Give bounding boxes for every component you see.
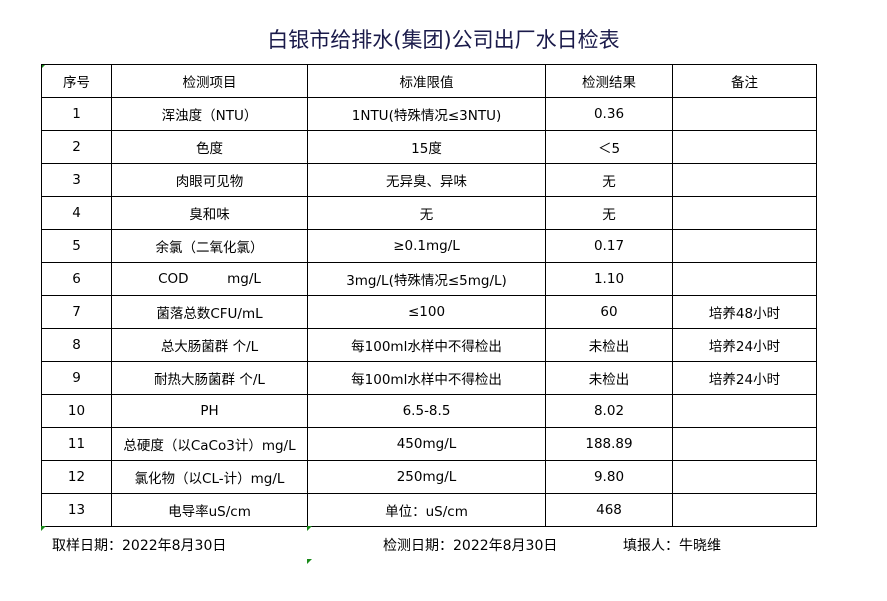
table-row: 9 耐热大肠菌群 个/L 每100ml水样中不得检出 未检出 培养24小时: [41, 361, 817, 395]
cell-marker: [307, 559, 312, 564]
cell-item[interactable]: 浑浊度（NTU）: [111, 97, 308, 131]
cell-item[interactable]: 臭和味: [111, 196, 308, 230]
cell-item[interactable]: PH: [111, 394, 308, 428]
cell-item[interactable]: 总大肠菌群 个/L: [111, 328, 308, 362]
cell-item[interactable]: 色度: [111, 130, 308, 164]
cell-standard[interactable]: 1NTU(特殊情况≤3NTU): [307, 97, 546, 131]
cell-standard[interactable]: 6.5-8.5: [307, 394, 546, 428]
cell-result[interactable]: 未检出: [545, 328, 673, 362]
cell-remark[interactable]: [672, 493, 817, 527]
cell-standard[interactable]: 每100ml水样中不得检出: [307, 328, 546, 362]
cell-result[interactable]: 468: [545, 493, 673, 527]
table-row: 1 浑浊度（NTU） 1NTU(特殊情况≤3NTU) 0.36: [41, 97, 817, 131]
table-row: 4 臭和味无无: [41, 196, 817, 230]
cell-remark[interactable]: [672, 196, 817, 230]
table-row: 5 余氯（二氧化氯） ≥0.1mg/L 0.17: [41, 229, 817, 263]
table-row: 6 COD mg/L 3mg/L(特殊情况≤5mg/L) 1.10: [41, 262, 817, 296]
table-row: 2 色度 15度 ＜5: [41, 130, 817, 164]
cell-index[interactable]: 2: [41, 130, 112, 164]
page-title: 白银市给排水(集团)公司出厂水日检表: [267, 28, 620, 52]
cell-result[interactable]: 1.10: [545, 262, 673, 296]
cell-result[interactable]: 无: [545, 196, 673, 230]
cell-remark[interactable]: 培养48小时: [672, 295, 817, 329]
header-index: 序号: [41, 64, 112, 98]
cell-standard[interactable]: 250mg/L: [307, 460, 546, 494]
header-item: 检测项目: [111, 64, 308, 98]
test-date: 检测日期：2022年8月30日: [383, 538, 558, 554]
cell-marker: [307, 526, 312, 531]
cell-standard[interactable]: ≤100: [307, 295, 546, 329]
table-row: 8 总大肠菌群 个/L 每100ml水样中不得检出 未检出 培养24小时: [41, 328, 817, 362]
cell-standard[interactable]: 15度: [307, 130, 546, 164]
cell-marker: [41, 526, 46, 531]
cell-index[interactable]: 7: [41, 295, 112, 329]
cell-item[interactable]: COD mg/L: [111, 262, 308, 296]
cell-standard[interactable]: 无异臭、异味: [307, 163, 546, 197]
inspection-table: 序号 检测项目 标准限值 检测结果 备注 1 浑浊度（NTU） 1NTU(特殊情况≤3NTU)…: [41, 64, 817, 527]
cell-item[interactable]: 余氯（二氧化氯）: [111, 229, 308, 263]
cell-index[interactable]: 5: [41, 229, 112, 263]
cell-result[interactable]: 0.17: [545, 229, 673, 263]
header-remark: 备注: [672, 64, 817, 98]
cell-item[interactable]: 电导率uS/cm: [111, 493, 308, 527]
cell-remark[interactable]: [672, 460, 817, 494]
cell-index[interactable]: 13: [41, 493, 112, 527]
cell-remark[interactable]: [672, 262, 817, 296]
cell-index[interactable]: 4: [41, 196, 112, 230]
cell-result[interactable]: 8.02: [545, 394, 673, 428]
cell-remark[interactable]: [672, 427, 817, 461]
cell-standard[interactable]: 单位：uS/cm: [307, 493, 546, 527]
cell-index[interactable]: 1: [41, 97, 112, 131]
cell-remark[interactable]: 培养24小时: [672, 328, 817, 362]
table-row: 10 PH 6.5-8.5 8.02: [41, 394, 817, 428]
cell-item[interactable]: 氯化物（以CL-计）mg/L: [111, 460, 308, 494]
cell-standard[interactable]: 3mg/L(特殊情况≤5mg/L): [307, 262, 546, 296]
cell-remark[interactable]: 培养24小时: [672, 361, 817, 395]
cell-remark[interactable]: [672, 97, 817, 131]
cell-item[interactable]: 总硬度（以CaCo3计）mg/L: [111, 427, 308, 461]
cell-index[interactable]: 10: [41, 394, 112, 428]
cell-standard[interactable]: 每100ml水样中不得检出: [307, 361, 546, 395]
cell-result[interactable]: 188.89: [545, 427, 673, 461]
cell-index[interactable]: 6: [41, 262, 112, 296]
cell-index[interactable]: 9: [41, 361, 112, 395]
cell-result[interactable]: 无: [545, 163, 673, 197]
cell-result[interactable]: 0.36: [545, 97, 673, 131]
table-row: 12 氯化物（以CL-计）mg/L 250mg/L 9.80: [41, 460, 817, 494]
cell-result[interactable]: 60: [545, 295, 673, 329]
cell-standard[interactable]: 无: [307, 196, 546, 230]
cell-index[interactable]: 11: [41, 427, 112, 461]
table-row: 13 电导率uS/cm 单位：uS/cm 468: [41, 493, 817, 527]
cell-index[interactable]: 12: [41, 460, 112, 494]
cell-item[interactable]: 耐热大肠菌群 个/L: [111, 361, 308, 395]
cell-result[interactable]: ＜5: [545, 130, 673, 164]
cell-remark[interactable]: [672, 163, 817, 197]
sample-date: 取样日期：2022年8月30日: [52, 538, 227, 554]
reporter: 填报人：牛晓维: [623, 538, 721, 554]
header-result: 检测结果: [545, 64, 673, 98]
cell-index[interactable]: 8: [41, 328, 112, 362]
cell-remark[interactable]: [672, 130, 817, 164]
table-row: 11 总硬度（以CaCo3计）mg/L 450mg/L 188.89: [41, 427, 817, 461]
header-row: 序号 检测项目 标准限值 检测结果 备注: [41, 64, 817, 98]
cell-remark[interactable]: [672, 394, 817, 428]
table-row: 3 肉眼可见物 无异臭、异味无: [41, 163, 817, 197]
cell-index[interactable]: 3: [41, 163, 112, 197]
cell-standard[interactable]: ≥0.1mg/L: [307, 229, 546, 263]
cell-standard[interactable]: 450mg/L: [307, 427, 546, 461]
table-row: 7 菌落总数CFU/mL ≤100 60 培养48小时: [41, 295, 817, 329]
cell-item[interactable]: 肉眼可见物: [111, 163, 308, 197]
cell-result[interactable]: 9.80: [545, 460, 673, 494]
cell-result[interactable]: 未检出: [545, 361, 673, 395]
cell-item[interactable]: 菌落总数CFU/mL: [111, 295, 308, 329]
cell-remark[interactable]: [672, 229, 817, 263]
header-standard: 标准限值: [307, 64, 546, 98]
